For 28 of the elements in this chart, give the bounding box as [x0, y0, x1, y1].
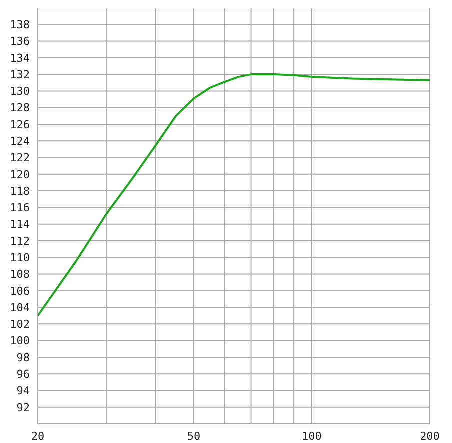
- y-tick-label: 118: [10, 184, 30, 198]
- y-tick-label: 116: [10, 202, 30, 215]
- y-tick-label: 122: [10, 152, 30, 165]
- y-tick-label: 100: [10, 334, 30, 348]
- y-tick-label: 134: [10, 52, 30, 65]
- y-tick-label: 106: [10, 284, 30, 298]
- y-tick-label: 110: [10, 252, 30, 265]
- y-tick-label: 136: [10, 35, 30, 48]
- x-tick-label: 100: [302, 430, 322, 443]
- y-tick-label: 98: [16, 351, 30, 364]
- x-tick-label: 200: [420, 430, 440, 443]
- y-tick-label: 120: [10, 168, 30, 182]
- y-tick-label: 114: [10, 218, 30, 232]
- y-tick-label: 124: [10, 135, 30, 148]
- y-tick-label: 138: [10, 18, 30, 32]
- y-tick-label: 102: [10, 318, 30, 332]
- y-tick-label: 94: [16, 384, 30, 398]
- x-tick-label: 20: [31, 430, 45, 443]
- y-tick-label: 104: [10, 301, 30, 314]
- y-tick-label: 92: [16, 401, 30, 414]
- y-tick-label: 108: [10, 268, 30, 282]
- y-tick-label: 112: [10, 234, 30, 248]
- y-tick-label: 128: [10, 102, 30, 115]
- y-tick-label: 130: [10, 85, 30, 98]
- y-tick-label: 126: [10, 118, 30, 132]
- x-tick-label: 50: [187, 430, 201, 443]
- y-tick-label: 132: [10, 68, 30, 82]
- y-tick-label: 96: [16, 368, 30, 381]
